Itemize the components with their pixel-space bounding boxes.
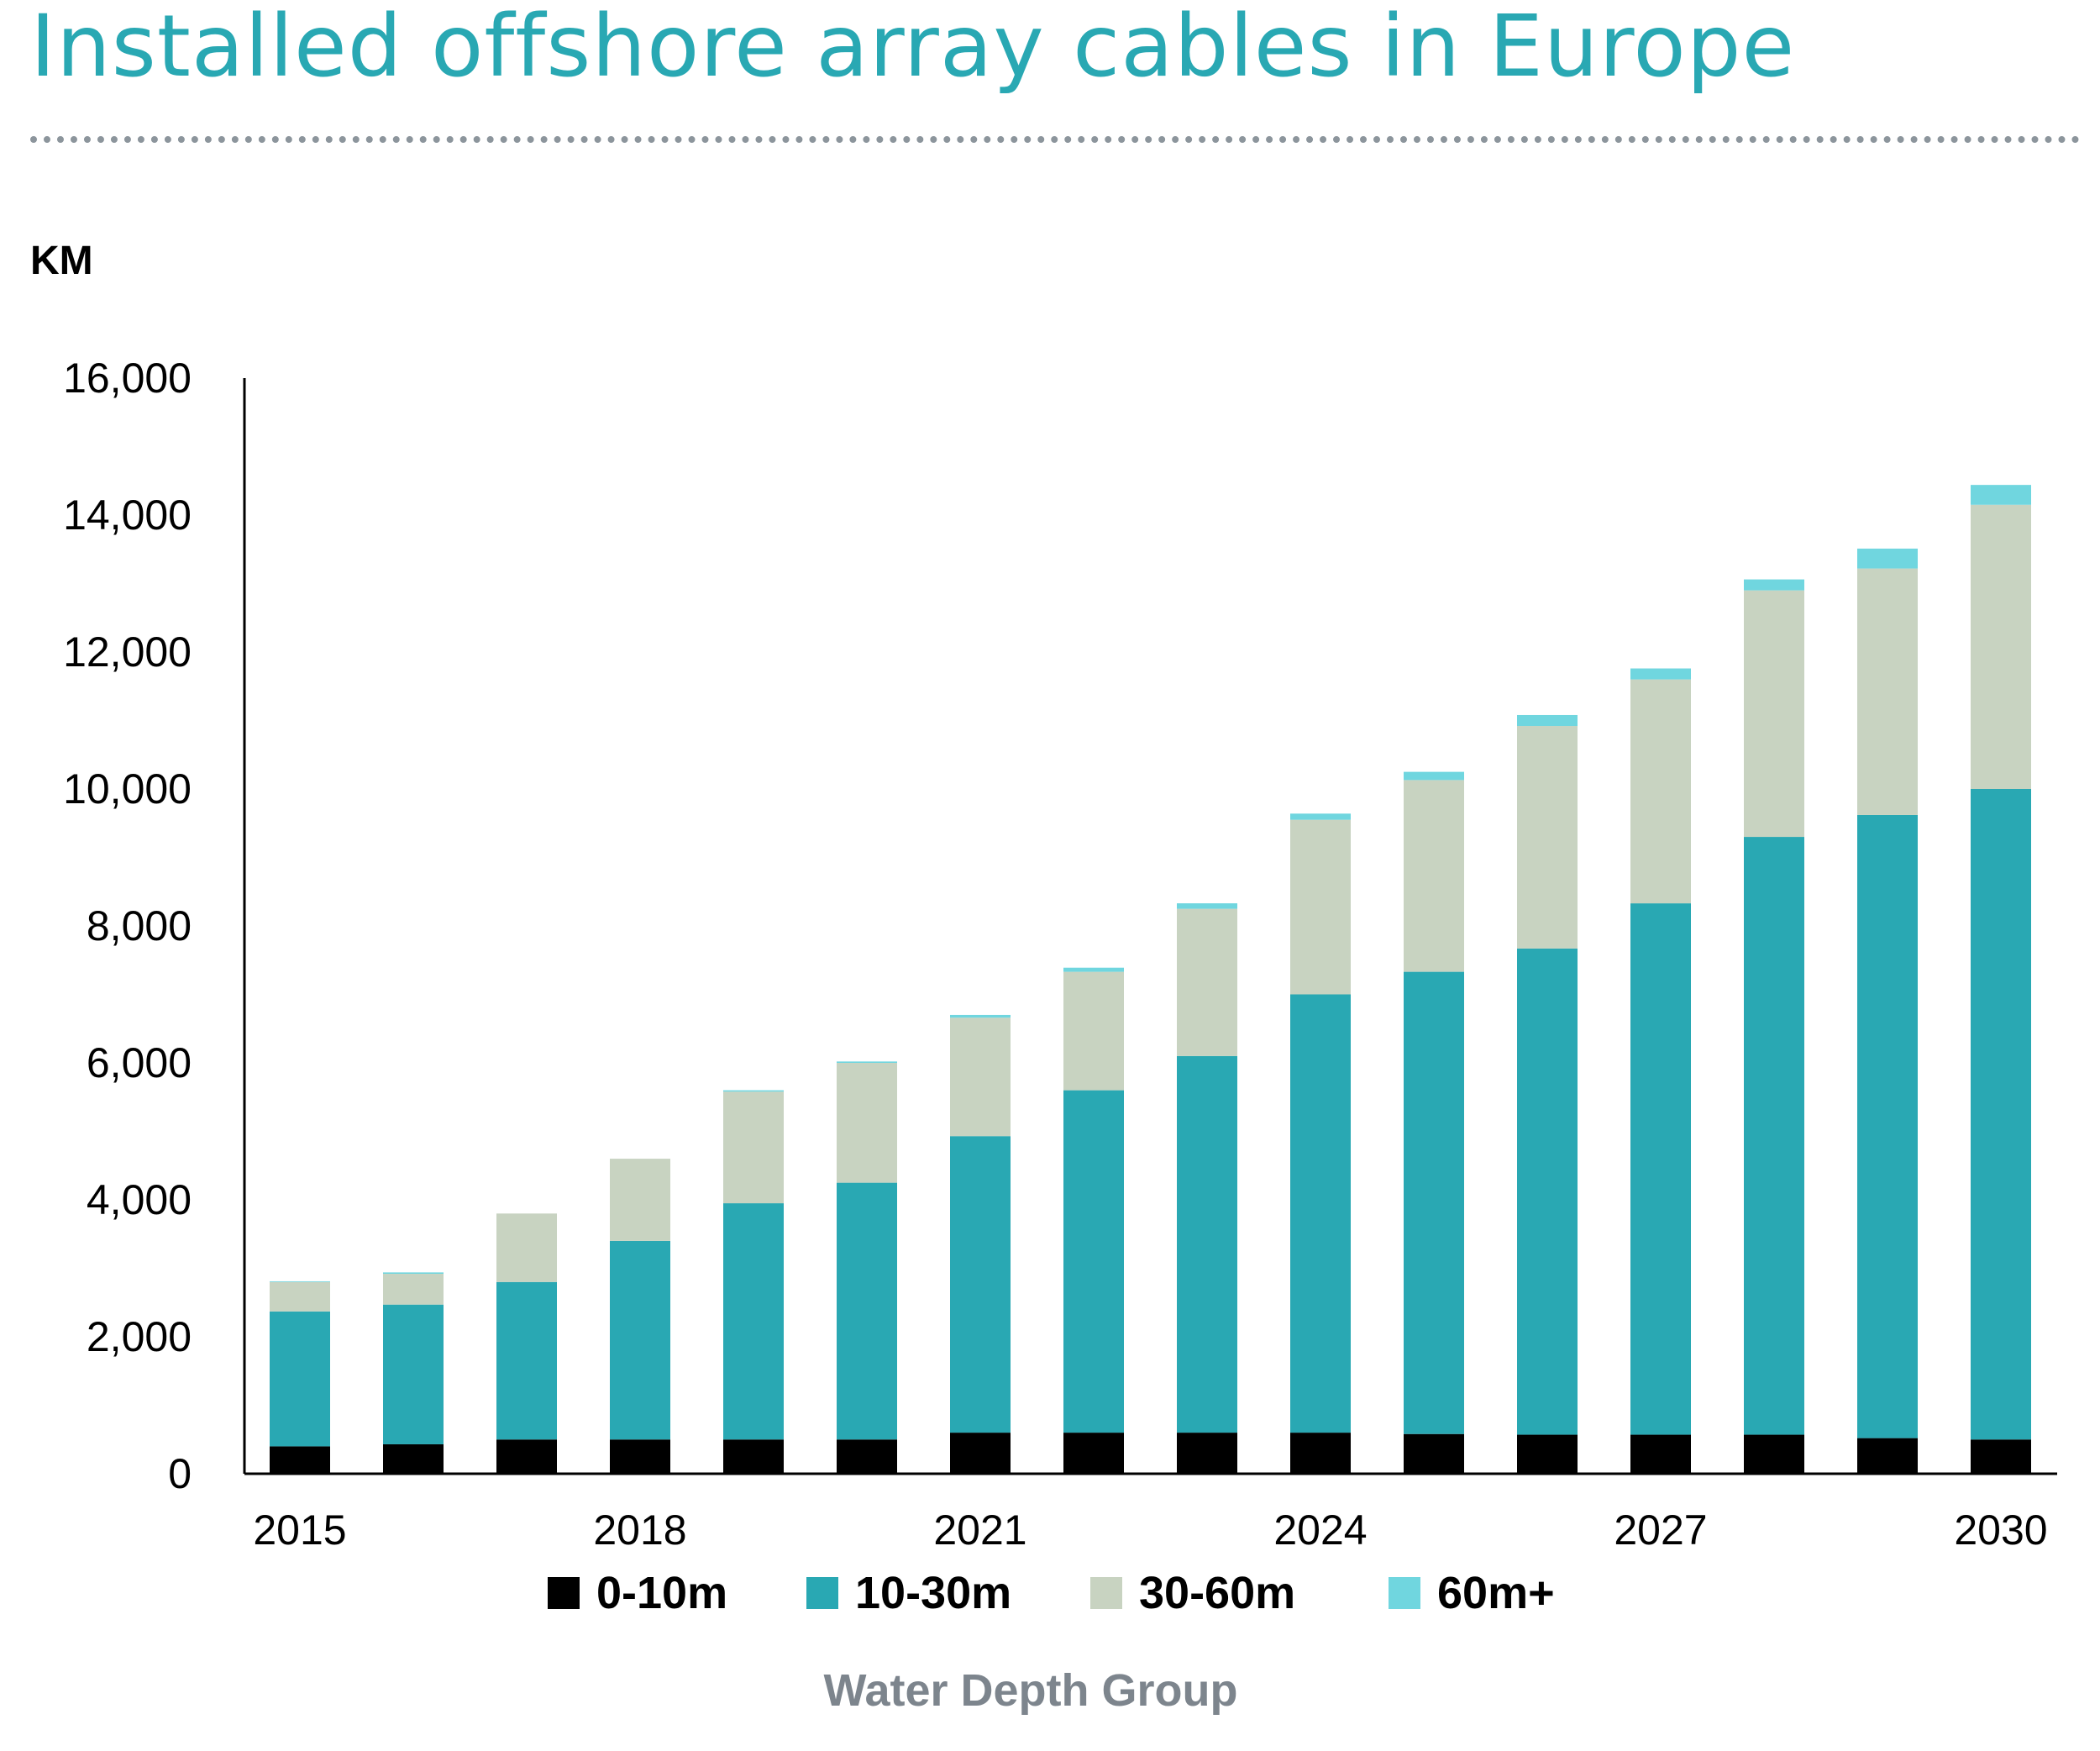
bar-segment-0-10m-2020 — [837, 1439, 897, 1474]
x-tick-label: 2024 — [1273, 1506, 1367, 1554]
bar-segment-30-60m-2029 — [1857, 568, 1918, 815]
x-tick-labels: 2015 2018 2021 2024 2027 2030 — [253, 1506, 2047, 1554]
y-tick-label: 6,000 — [87, 1039, 192, 1086]
bar-segment-60m+-2030 — [1971, 485, 2031, 505]
bar-segment-10-30m-2030 — [1971, 789, 2031, 1440]
bar-segment-0-10m-2021 — [950, 1433, 1011, 1474]
bar-segment-0-10m-2024 — [1290, 1433, 1351, 1474]
bar-segment-0-10m-2025 — [1404, 1433, 1464, 1474]
bar-segment-0-10m-2022 — [1063, 1433, 1124, 1474]
legend-swatch-30-60m — [1090, 1577, 1122, 1609]
bar-segment-10-30m-2018 — [610, 1240, 670, 1440]
y-tick-label: 2,000 — [87, 1313, 192, 1360]
bar-segment-30-60m-2022 — [1063, 971, 1124, 1091]
chart-title: Installed offshore array cables in Europ… — [30, 0, 1796, 97]
y-tick-label: 14,000 — [63, 492, 192, 539]
bars — [270, 485, 2031, 1474]
bar-segment-60m+-2025 — [1404, 771, 1464, 781]
bar-segment-0-10m-2019 — [723, 1439, 784, 1474]
bar-segment-0-10m-2030 — [1971, 1439, 2031, 1474]
bar-segment-0-10m-2018 — [610, 1439, 670, 1474]
legend: 0-10m 10-30m 30-60m 60m+ — [548, 1568, 1555, 1618]
bar-segment-30-60m-2025 — [1404, 780, 1464, 972]
bar-segment-10-30m-2027 — [1630, 903, 1691, 1435]
bar-segment-30-60m-2024 — [1290, 819, 1351, 995]
bar-segment-30-60m-2015 — [270, 1281, 330, 1312]
bar-segment-60m+-2022 — [1063, 967, 1124, 972]
bar-segment-10-30m-2023 — [1177, 1055, 1237, 1433]
bar-segment-60m+-2020 — [837, 1061, 897, 1063]
legend-label-60m+: 60m+ — [1437, 1568, 1555, 1618]
legend-label-0-10m: 0-10m — [596, 1568, 727, 1618]
bar-segment-60m+-2021 — [950, 1014, 1011, 1018]
bar-segment-60m+-2026 — [1517, 714, 1578, 727]
bar-segment-60m+-2016 — [383, 1272, 444, 1275]
y-tick-label: 16,000 — [63, 355, 192, 402]
x-tick-label: 2015 — [253, 1506, 346, 1554]
bar-segment-60m+-2029 — [1857, 548, 1918, 569]
bar-segment-30-60m-2020 — [837, 1063, 897, 1183]
bar-segment-60m+-2019 — [723, 1090, 784, 1092]
bar-segment-30-60m-2023 — [1177, 908, 1237, 1056]
legend-label-30-60m: 30-60m — [1139, 1568, 1295, 1618]
bar-segment-0-10m-2026 — [1517, 1434, 1578, 1474]
y-tick-label: 10,000 — [63, 765, 192, 812]
bar-segment-30-60m-2018 — [610, 1159, 670, 1241]
bar-segment-60m+-2024 — [1290, 813, 1351, 820]
bar-segment-30-60m-2027 — [1630, 679, 1691, 904]
bar-segment-60m+-2023 — [1177, 903, 1237, 909]
y-tick-label: 8,000 — [87, 902, 192, 949]
y-tick-label: 0 — [168, 1450, 192, 1497]
legend-label-10-30m: 10-30m — [855, 1568, 1011, 1618]
y-tick-label: 12,000 — [63, 628, 192, 676]
x-tick-label: 2021 — [933, 1506, 1026, 1554]
y-tick-labels: 0 2,000 4,000 6,000 8,000 10,000 12,000 14,000 1… — [63, 355, 192, 1497]
x-tick-label: 2030 — [1954, 1506, 2047, 1554]
bar-segment-0-10m-2016 — [383, 1443, 444, 1474]
x-tick-label: 2018 — [593, 1506, 686, 1554]
x-axis-label: Water Depth Group — [824, 1665, 1238, 1716]
bar-segment-10-30m-2026 — [1517, 948, 1578, 1435]
legend-swatch-0-10m — [548, 1577, 580, 1609]
bar-segment-30-60m-2028 — [1744, 590, 1804, 838]
bar-segment-10-30m-2016 — [383, 1304, 444, 1444]
legend-swatch-60m+ — [1389, 1577, 1420, 1609]
bar-segment-10-30m-2025 — [1404, 971, 1464, 1434]
bar-segment-60m+-2015 — [270, 1280, 330, 1282]
bar-segment-10-30m-2022 — [1063, 1090, 1124, 1433]
bar-segment-10-30m-2020 — [837, 1182, 897, 1440]
bar-segment-10-30m-2019 — [723, 1203, 784, 1440]
bar-segment-30-60m-2016 — [383, 1274, 444, 1305]
y-tick-label: 4,000 — [87, 1176, 192, 1223]
title-divider — [30, 136, 2080, 143]
bar-segment-30-60m-2030 — [1971, 504, 2031, 789]
bar-segment-10-30m-2028 — [1744, 837, 1804, 1435]
bar-segment-60m+-2027 — [1630, 668, 1691, 680]
bar-segment-0-10m-2028 — [1744, 1434, 1804, 1474]
bar-segment-0-10m-2017 — [496, 1439, 557, 1474]
bar-segment-0-10m-2027 — [1630, 1434, 1691, 1474]
bar-segment-10-30m-2024 — [1290, 994, 1351, 1433]
bar-segment-10-30m-2017 — [496, 1281, 557, 1440]
bar-segment-60m+-2028 — [1744, 579, 1804, 591]
bar-segment-10-30m-2029 — [1857, 814, 1918, 1438]
bar-segment-0-10m-2015 — [270, 1446, 330, 1474]
bar-segment-0-10m-2029 — [1857, 1438, 1918, 1474]
bar-segment-10-30m-2021 — [950, 1136, 1011, 1433]
legend-swatch-10-30m — [806, 1577, 838, 1609]
bar-segment-30-60m-2019 — [723, 1091, 784, 1204]
bar-segment-30-60m-2021 — [950, 1017, 1011, 1137]
bar-segment-30-60m-2017 — [496, 1213, 557, 1282]
bar-segment-30-60m-2026 — [1517, 726, 1578, 949]
bar-segment-10-30m-2015 — [270, 1311, 330, 1447]
y-axis-label: KM — [30, 239, 93, 283]
x-tick-label: 2027 — [1614, 1506, 1707, 1554]
bar-segment-0-10m-2023 — [1177, 1433, 1237, 1474]
